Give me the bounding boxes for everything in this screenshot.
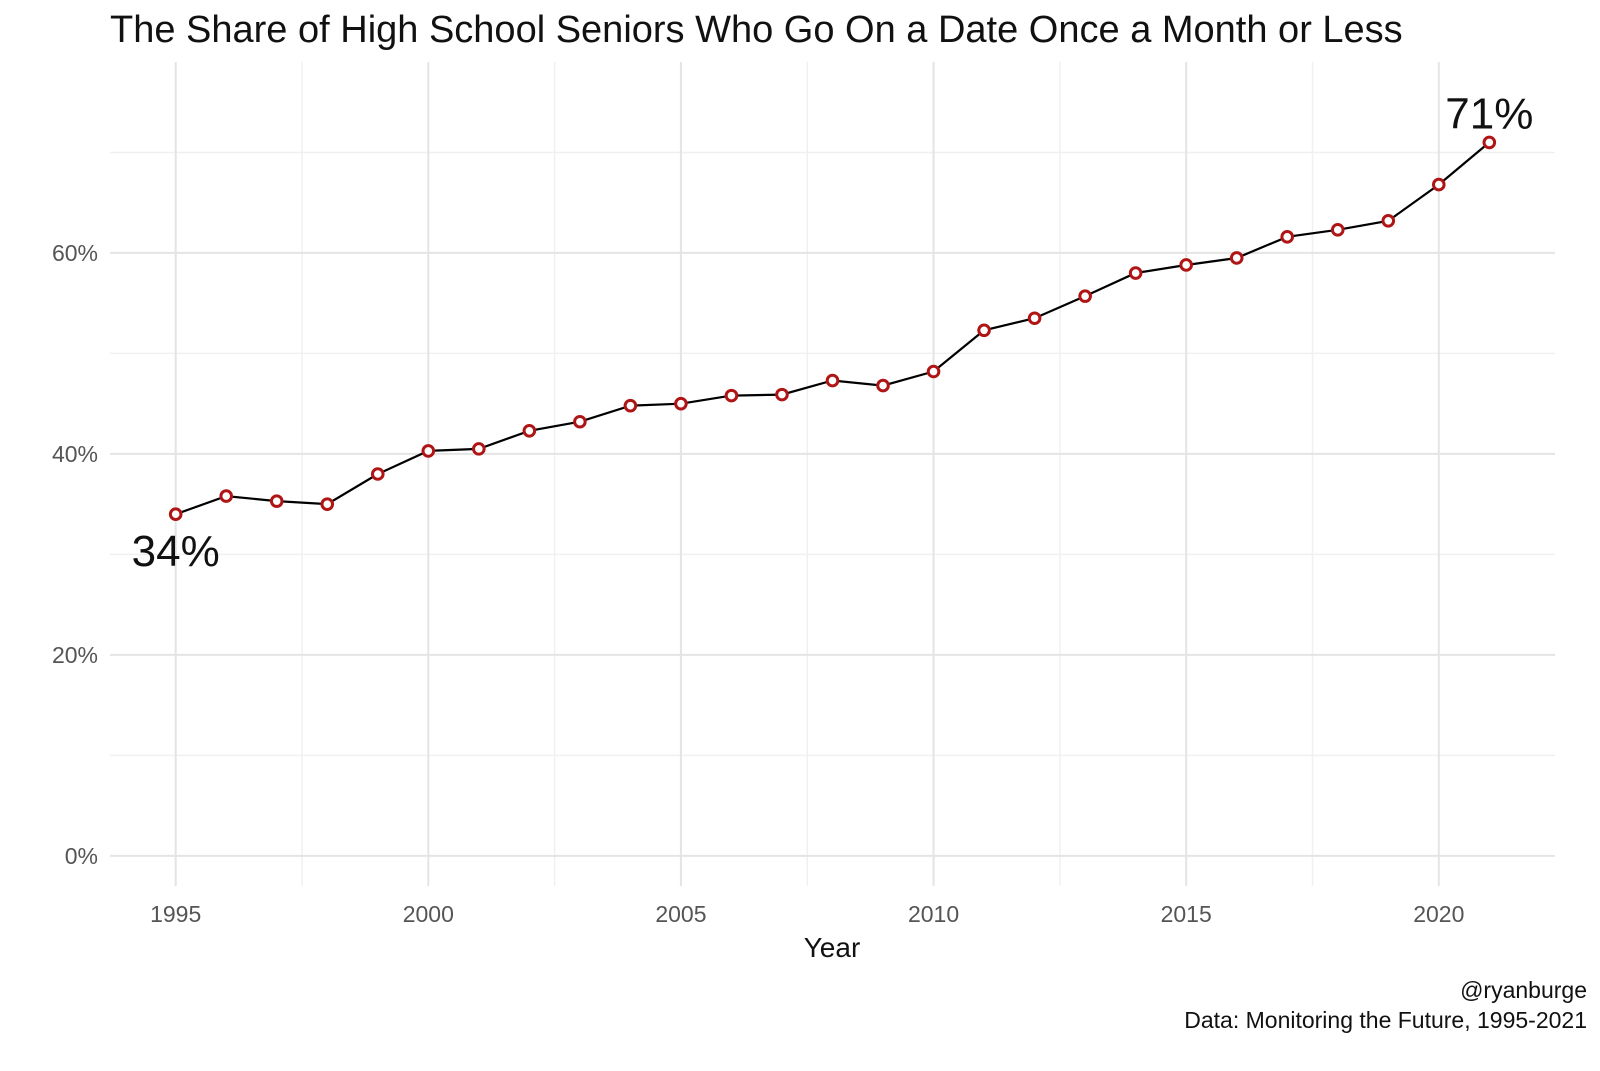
value-annotation: 34% xyxy=(132,527,220,576)
y-tick-label: 40% xyxy=(52,441,98,467)
data-point xyxy=(1128,266,1143,280)
data-point xyxy=(1431,177,1446,192)
y-tick-label: 20% xyxy=(52,642,98,668)
data-point xyxy=(522,423,537,438)
y-tick-label: 60% xyxy=(52,240,98,266)
data-point xyxy=(1229,251,1244,265)
y-tick-label: 0% xyxy=(65,843,98,869)
value-annotation: 71% xyxy=(1445,89,1533,138)
data-point xyxy=(1330,223,1345,237)
data-point xyxy=(1381,213,1396,228)
axis-ticks: 1995 2000 2005 2010 2015 2020 0% 20% 40% 60% xyxy=(52,240,1464,927)
data-point xyxy=(825,373,840,388)
data-point xyxy=(1482,135,1497,150)
data-point xyxy=(1078,289,1092,303)
data-point xyxy=(370,467,385,481)
chart-title: The Share of High School Seniors Who Go … xyxy=(110,9,1403,51)
data-point xyxy=(1027,311,1042,326)
data-point xyxy=(1280,230,1295,244)
data-point xyxy=(421,444,436,458)
x-tick-label: 2015 xyxy=(1161,901,1212,927)
x-tick-label: 2005 xyxy=(655,901,706,927)
data-point xyxy=(472,442,486,456)
data-point xyxy=(623,398,638,413)
x-tick-label: 2020 xyxy=(1413,901,1464,927)
x-tick-label: 1995 xyxy=(150,901,201,927)
grid xyxy=(110,62,1555,886)
data-point xyxy=(269,494,284,508)
x-tick-label: 2000 xyxy=(403,901,454,927)
data-point xyxy=(1179,258,1193,272)
data-point xyxy=(219,489,234,503)
data-point xyxy=(775,387,789,402)
data-point xyxy=(876,378,890,393)
data-point xyxy=(573,414,587,429)
x-axis-label: Year xyxy=(804,932,861,963)
data-point xyxy=(724,388,739,403)
data-point xyxy=(674,396,688,411)
credit-caption: @ryanburge xyxy=(1460,977,1587,1003)
data-point xyxy=(926,364,941,379)
series-line xyxy=(175,141,1491,516)
source-caption: Data: Monitoring the Future, 1995-2021 xyxy=(1184,1007,1587,1033)
data-point xyxy=(977,323,991,338)
x-tick-label: 2010 xyxy=(908,901,959,927)
annotations: 34% 71% xyxy=(132,89,1534,576)
data-point xyxy=(320,497,335,511)
data-point xyxy=(168,507,183,521)
series xyxy=(168,135,1497,521)
